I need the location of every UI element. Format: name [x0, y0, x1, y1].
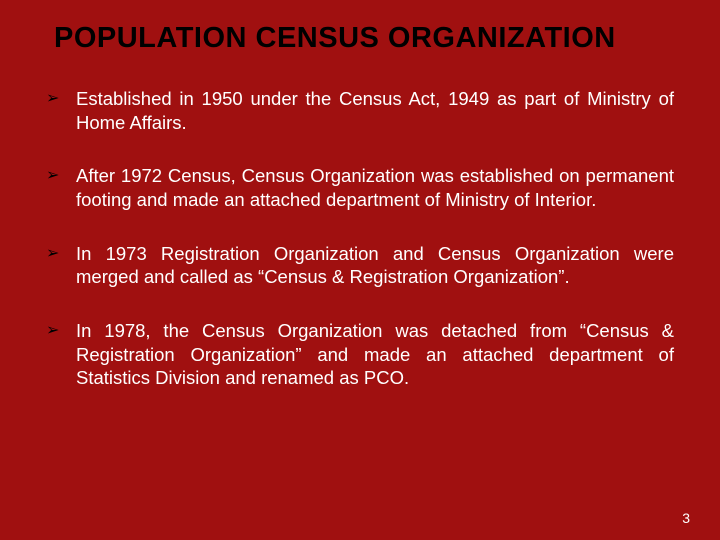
slide-title: POPULATION CENSUS ORGANIZATION	[46, 22, 674, 55]
page-number: 3	[682, 510, 690, 526]
slide-container: POPULATION CENSUS ORGANIZATION Establish…	[0, 0, 720, 540]
bullet-item: In 1973 Registration Organization and Ce…	[46, 242, 674, 289]
bullet-item: Established in 1950 under the Census Act…	[46, 87, 674, 134]
bullet-item: After 1972 Census, Census Organization w…	[46, 164, 674, 211]
bullet-list: Established in 1950 under the Census Act…	[46, 87, 674, 390]
bullet-item: In 1978, the Census Organization was det…	[46, 319, 674, 390]
